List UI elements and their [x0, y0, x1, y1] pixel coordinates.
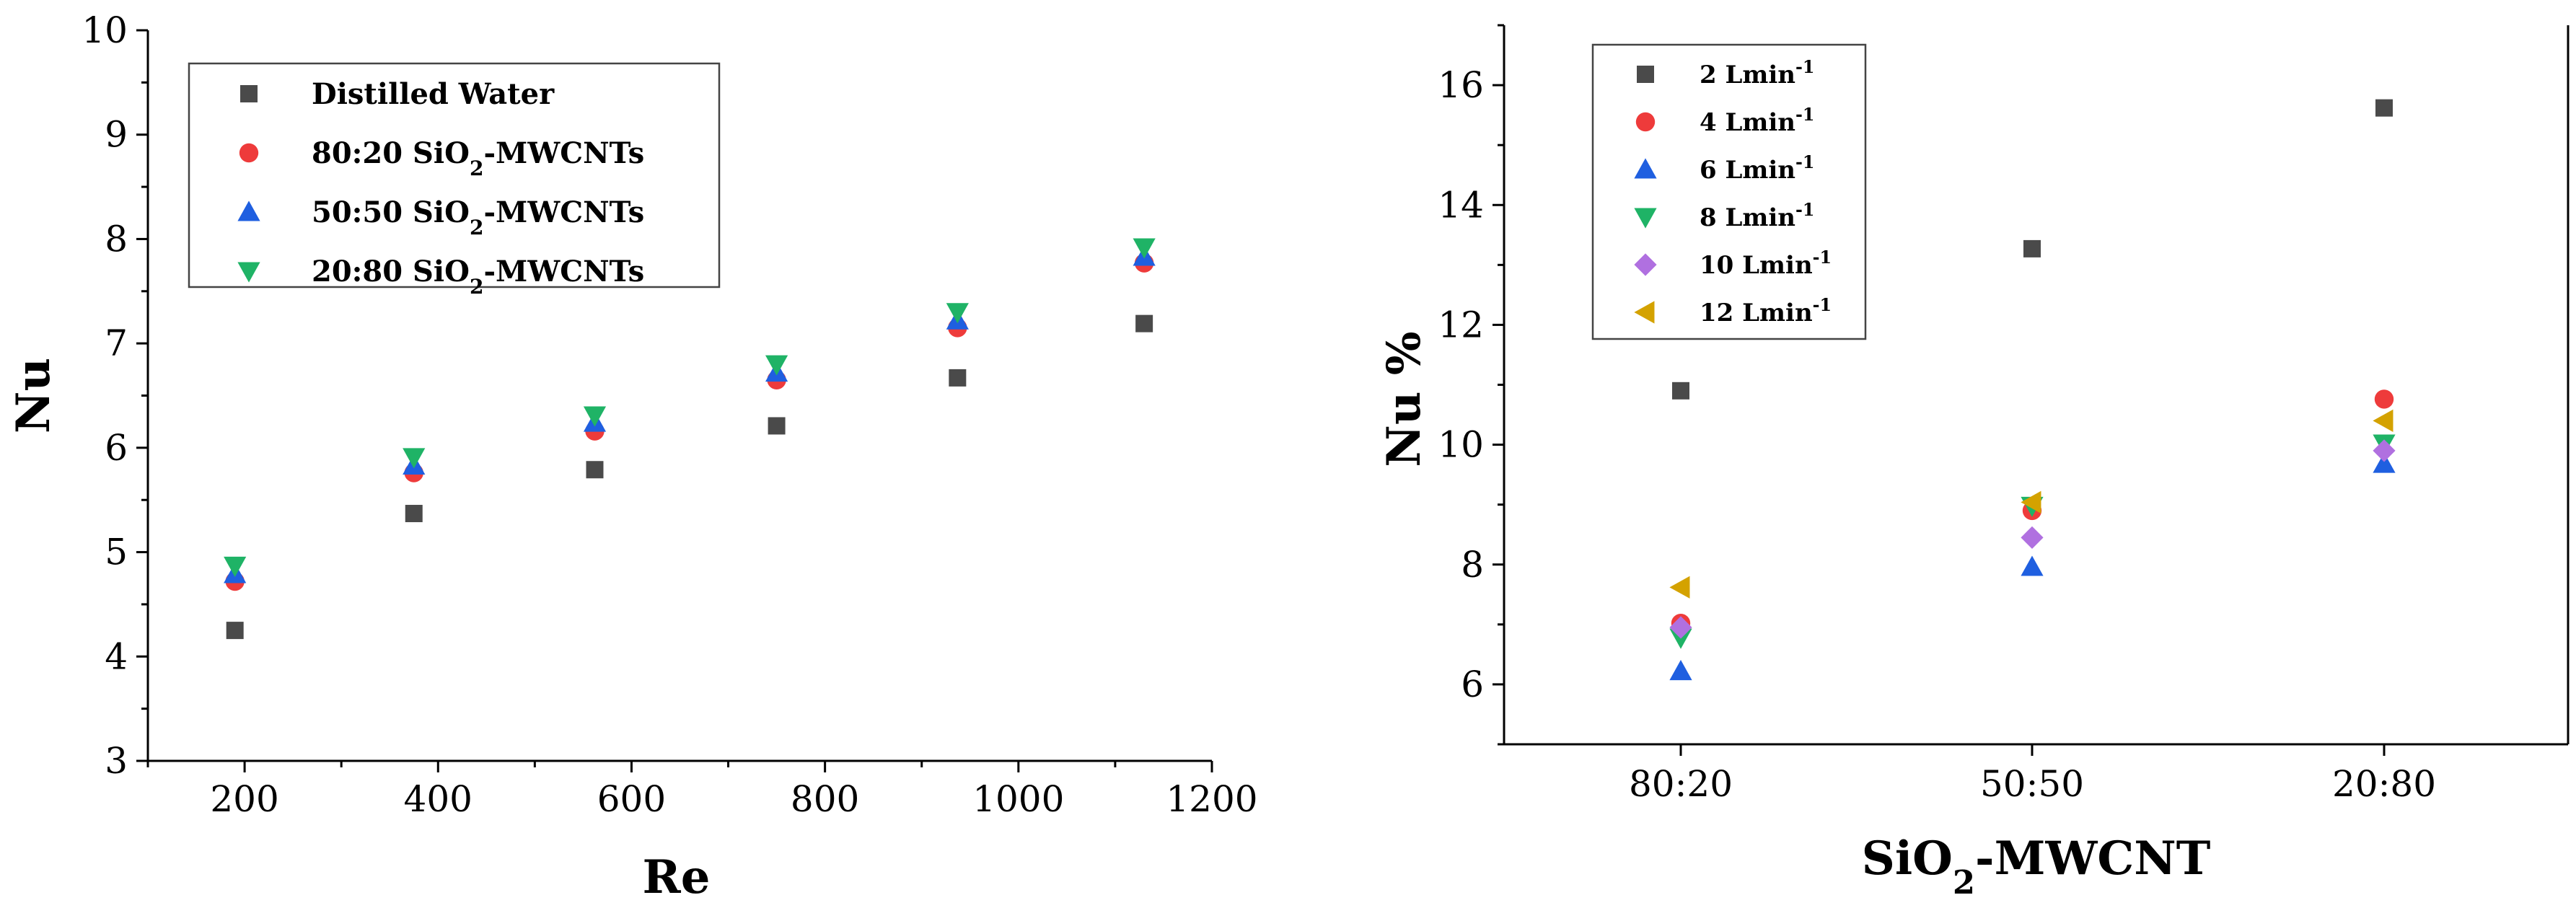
- y-tick-label: 8: [1461, 544, 1484, 586]
- legend-marker-triangle-up: [1634, 158, 1657, 179]
- nu-percent-vs-ratio-chart: 6 8 10 12 14 16 80:20 50:50 20:80 SiO2-MWCNT Nu % 2…: [1377, 24, 2570, 902]
- legend-marker-diamond: [1634, 253, 1657, 276]
- y-tick-label: 6: [1461, 664, 1484, 705]
- y-tick-label: 9: [105, 114, 128, 156]
- data-point-square: [586, 461, 604, 479]
- y-tick-label: 10: [1438, 424, 1484, 466]
- legend-label: 4 Lmin-1: [1700, 105, 1814, 137]
- y-axis-title: Nu %: [1377, 331, 1431, 467]
- legend-box: [1591, 43, 1867, 340]
- data-point-triangle-down: [1133, 238, 1156, 259]
- data-point-square: [1135, 314, 1153, 332]
- y-tick-label: 7: [105, 322, 128, 364]
- legend-marker-circle: [239, 143, 259, 163]
- data-point-square: [2375, 99, 2393, 117]
- data-point-circle: [2374, 389, 2394, 409]
- legend: 2 Lmin-1 4 Lmin-1 6 Lmin-1 8 Lmin-1 10 Lmin-…: [1591, 43, 1867, 340]
- legend-marker-triangle-down: [237, 262, 260, 283]
- legend-label: 6 Lmin-1: [1700, 152, 1814, 185]
- data-point-square: [2023, 239, 2041, 257]
- x-tick-label: 20:80: [2332, 763, 2436, 805]
- nu-vs-re-chart: 3 4 5 6 7 8 9 10 200 400 600 800 1000 1200 Re Nu Distill…: [6, 9, 1258, 904]
- data-point-square: [226, 622, 244, 640]
- data-point-triangle-down: [765, 355, 788, 376]
- data-point-triangle-down: [1669, 628, 1692, 649]
- legend-label: 80:20 SiO2-MWCNTs: [312, 136, 644, 180]
- legend-marker-triangle-down: [1634, 208, 1657, 229]
- data-point-triangle-up: [2021, 555, 2044, 576]
- legend-label: 10 Lmin-1: [1700, 247, 1832, 280]
- data-point-square: [1672, 382, 1689, 400]
- data-point-triangle-left: [1669, 576, 1690, 599]
- legend-label: 20:80 SiO2-MWCNTs: [312, 255, 644, 299]
- legend-marker-square: [1637, 66, 1654, 83]
- data-point-diamond: [1669, 616, 1692, 639]
- x-tick-label: 600: [597, 778, 666, 820]
- data-point-triangle-down: [946, 303, 969, 324]
- legend-label: 2 Lmin-1: [1700, 57, 1814, 89]
- x-tick-label: 1200: [1166, 778, 1257, 820]
- legend-marker-square: [240, 85, 258, 102]
- y-tick-label: 8: [105, 218, 128, 260]
- y-tick-label: 5: [105, 532, 128, 573]
- data-point-triangle-up: [2373, 452, 2396, 473]
- y-tick-label: 4: [105, 635, 128, 677]
- data-point-triangle-down: [224, 556, 247, 577]
- legend-label: 8 Lmin-1: [1700, 200, 1814, 232]
- x-axis-title: SiO2-MWCNT: [1862, 832, 2211, 902]
- legend-label: 50:50 SiO2-MWCNTs: [312, 195, 644, 239]
- data-point-triangle-up: [1669, 660, 1692, 681]
- x-tick-label: 50:50: [1980, 763, 2084, 805]
- x-tick-label: 400: [404, 778, 472, 820]
- legend: Distilled Water 80:20 SiO2-MWCNTs 50:50 Si…: [188, 62, 721, 299]
- data-point-triangle-down: [403, 448, 426, 469]
- data-point-triangle-left: [2373, 409, 2393, 432]
- y-tick-label: 3: [105, 740, 128, 782]
- y-tick-label: 12: [1438, 304, 1484, 345]
- x-axis-title: Re: [643, 850, 711, 904]
- y-axis-title: Nu: [6, 358, 61, 433]
- y-tick-label: 6: [105, 427, 128, 469]
- legend-label: Distilled Water: [312, 77, 555, 111]
- data-point-square: [949, 369, 967, 387]
- x-tick-label: 1000: [972, 778, 1064, 820]
- data-point-diamond: [2021, 526, 2044, 549]
- legend-label: 12 Lmin-1: [1700, 295, 1832, 327]
- x-tick-label: 800: [791, 778, 859, 820]
- x-tick-label: 200: [210, 778, 278, 820]
- y-tick-label: 14: [1438, 184, 1484, 226]
- legend-marker-triangle-up: [237, 200, 260, 221]
- x-tick-label: 80:20: [1629, 763, 1733, 805]
- data-point-triangle-left: [2021, 490, 2041, 513]
- legend-marker-triangle-left: [1634, 301, 1655, 324]
- y-tick-label: 16: [1438, 64, 1484, 106]
- data-point-diamond: [2373, 439, 2396, 462]
- data-point-square: [405, 505, 423, 523]
- data-point-triangle-down: [583, 406, 607, 427]
- legend-marker-circle: [1635, 112, 1656, 132]
- y-tick-label: 10: [82, 9, 128, 51]
- data-point-square: [768, 417, 786, 435]
- legend-box: [188, 62, 721, 288]
